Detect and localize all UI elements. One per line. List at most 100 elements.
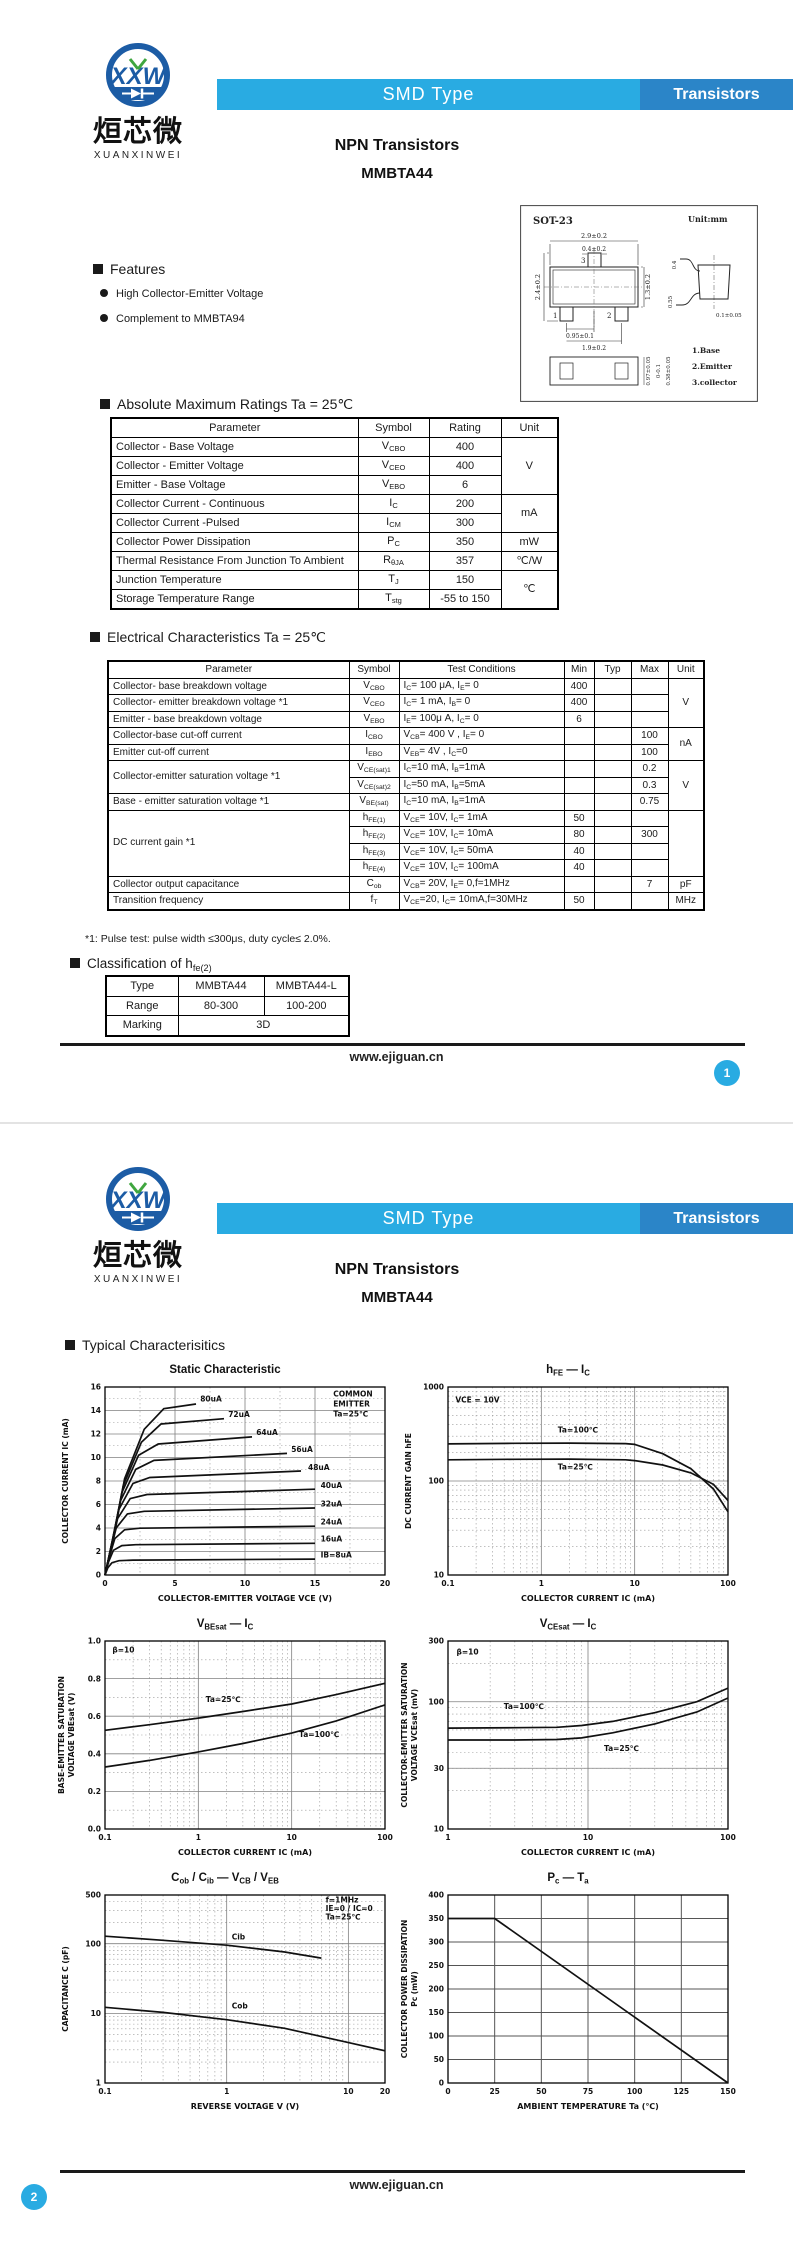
logo-mark-icon: XXW — [106, 43, 170, 107]
table-cell: 0.2 — [630, 760, 669, 778]
table-cell: 100 — [630, 743, 669, 761]
package-unit: Unit:mm — [688, 214, 728, 224]
table-cell: Range — [105, 995, 179, 1016]
series-label: 72uA — [228, 1410, 250, 1419]
table-cell: Parameter — [110, 417, 359, 438]
table-cell: hFE(2) — [348, 826, 400, 844]
table-cell — [630, 677, 669, 695]
table-cell: Collector- emitter breakdown voltage *1 — [107, 694, 350, 712]
y-tick-label: 0 — [439, 2079, 444, 2088]
y-tick-label: 0.8 — [88, 1674, 101, 1683]
chart-static-characteristic: Static Characteristic 80uA 72uA 64uA 56uA 48… — [55, 1364, 395, 1616]
chart-title: Cob / Cib — VCB / VEB — [171, 1872, 279, 1886]
x-tick-label: 150 — [720, 2087, 736, 2096]
x-tick-label: 0 — [445, 2087, 450, 2096]
dim-lead-top: 0.4 — [672, 260, 678, 269]
series-label: 64uA — [256, 1428, 278, 1437]
y-axis-title: COLLECTOR POWER DISSIPATION — [400, 1920, 409, 2058]
feature-item: Complement to MMBTA94 — [100, 313, 245, 325]
y-tick-label: 0.6 — [88, 1712, 101, 1721]
y-tick-label: 8 — [96, 1477, 101, 1486]
table-cell: ICBO — [348, 727, 400, 745]
chart-capacitance: Cob / Cib — VCB / VEB f=1MHz IE=0 / IC=0 T… — [55, 1872, 395, 2124]
series-label: 56uA — [291, 1445, 313, 1454]
y-tick-label: 10 — [91, 1453, 101, 1462]
footer-rule — [60, 1043, 745, 1046]
table-cell: Thermal Resistance From Junction To Ambi… — [110, 551, 359, 571]
table-cell: Collector- base breakdown voltage — [107, 677, 350, 695]
table-cell: Emitter - base breakdown voltage — [107, 710, 350, 728]
x-tick-label: 1 — [224, 2087, 229, 2096]
table-cell: V — [667, 677, 705, 728]
pin3-number: 3 — [581, 257, 585, 265]
bullet-icon — [100, 289, 108, 297]
page-2: XXW 烜芯微 XUANXINWEI SMD Type Transistors … — [0, 1122, 793, 2246]
typical-characteristics-heading: Typical Characterisitics — [65, 1337, 225, 1353]
series-Ta=100C — [447, 1442, 729, 1513]
dim-inner-height: 1.3±0.2 — [644, 274, 652, 300]
chart-annotation: Cib — [232, 1932, 246, 1941]
y-axis-title: COLLECTOR CURRENT IC (mA) — [61, 1418, 70, 1544]
table-cell: IC — [357, 494, 430, 514]
x-axis-title: COLLECTOR CURRENT IC (mA) — [178, 1848, 312, 1857]
table-cell: 6 — [428, 475, 502, 495]
table-cell: VCE(sat)1 — [348, 760, 400, 778]
table-cell: 400 — [428, 437, 502, 457]
part-number: MMBTA44 — [361, 1289, 433, 1306]
page-number-badge: 2 — [21, 2184, 47, 2210]
table-cell — [563, 743, 595, 761]
table-cell: VCB= 20V, IE= 0,f=1MHz — [398, 875, 565, 893]
series-Pc — [448, 1917, 729, 2084]
chart-canvas: β=10 Ta=25℃ Ta=100℃ 0.1 1 10 100 0.0 0.2 0.4 0.6 0.… — [57, 1637, 393, 1857]
x-tick-label: 100 — [720, 1579, 736, 1588]
table-cell: VBE(sat) — [348, 793, 400, 811]
plot-border — [447, 1894, 729, 2084]
electrical-characteristics-table: Parameter Symbol Test Conditions Min Typ Max U… — [107, 660, 705, 911]
y-tick-label: 100 — [428, 1477, 444, 1486]
table-cell: mW — [500, 532, 559, 552]
chart-title: VBEsat — IC — [196, 1618, 254, 1632]
table-cell: Marking — [105, 1015, 179, 1036]
table-cell: -55 to 150 — [428, 589, 502, 610]
table-cell — [593, 875, 632, 893]
table-cell: 6 — [563, 710, 595, 728]
table-cell: Tstg — [357, 589, 430, 610]
part-number: MMBTA44 — [361, 165, 433, 182]
table-cell: Min — [563, 660, 595, 679]
logo-chinese: 烜芯微 — [92, 1240, 183, 1272]
chart-annotation: Ta=100℃ — [299, 1730, 339, 1739]
series-label: 80uA — [200, 1395, 222, 1404]
table-cell: PC — [357, 532, 430, 552]
table-cell: TJ — [357, 570, 430, 590]
table-cell: 0.3 — [630, 776, 669, 794]
dim-lead-bottom: 0.55 — [668, 295, 674, 308]
dim-pad: 0.38±0.05 — [666, 356, 672, 386]
table-cell: Type — [105, 975, 179, 997]
y-axis-title: Pc (mW) — [410, 1971, 419, 2007]
table-cell: Transition frequency — [107, 892, 350, 910]
y-tick-label: 1000 — [423, 1383, 444, 1392]
x-tick-label: 0.1 — [441, 1579, 454, 1588]
y-tick-label: 12 — [91, 1430, 101, 1439]
table-cell: ℃ — [500, 570, 559, 610]
dim-top-width: 2.9±0.2 — [581, 232, 607, 240]
chart-annotation: Ta=25℃ — [333, 1409, 368, 1418]
table-cell: VCEO — [357, 456, 430, 476]
footer-url: www.ejiguan.cn — [349, 2178, 444, 2192]
table-cell — [630, 859, 669, 877]
chart-annotation: Ta=25℃ — [206, 1695, 241, 1704]
table-cell: VCB= 400 V , IE= 0 — [398, 727, 565, 745]
elec-char-heading: Electrical Characteristics Ta = 25℃ — [90, 629, 326, 646]
table-cell: Storage Temperature Range — [110, 589, 359, 610]
table-cell — [593, 826, 632, 844]
table-cell: 100 — [630, 727, 669, 745]
x-tick-label: 10 — [240, 1579, 250, 1588]
absolute-maximum-ratings-table: Parameter Symbol Rating Unit Collector - Bas… — [110, 417, 559, 610]
package-diagram: SOT-23 Unit:mm 3 1 2 2.9±0.2 0.4±0.2 2.4… — [520, 205, 758, 402]
x-tick-label: 125 — [674, 2087, 690, 2096]
chart-hfe-vs-ic: hFE — IC VCE = 10V Ta=100℃ Ta=25℃ 0.1 1 10 100… — [398, 1364, 738, 1616]
package-bottom-view — [549, 356, 645, 386]
x-axis-title: COLLECTOR CURRENT IC (mA) — [521, 1594, 655, 1603]
plot-border — [447, 1640, 729, 1830]
